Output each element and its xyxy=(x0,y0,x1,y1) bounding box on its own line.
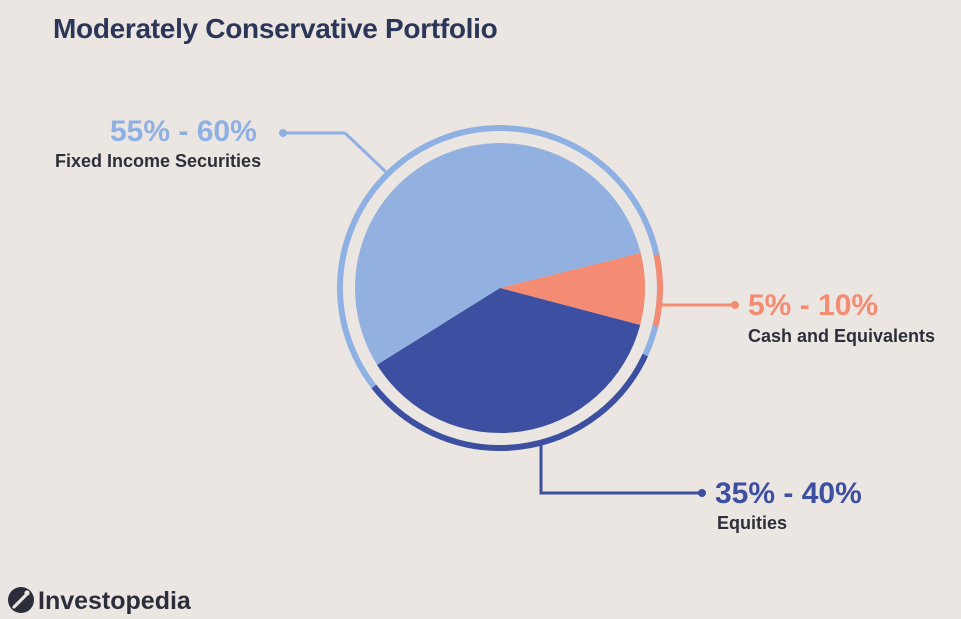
category-label-cash: Cash and Equivalents xyxy=(748,326,935,346)
category-label-equities: Equities xyxy=(717,513,787,533)
category-label-fixed-income: Fixed Income Securities xyxy=(55,151,261,171)
leader-dot-cash xyxy=(731,301,739,309)
investopedia-logo-icon xyxy=(8,587,34,613)
chart-title: Moderately Conservative Portfolio xyxy=(53,13,498,44)
leader-dot-equities xyxy=(698,489,706,497)
leader-dot-fixed-income xyxy=(279,129,287,137)
brand-logo: Investopedia xyxy=(8,587,192,615)
leader-line-equities xyxy=(539,440,702,495)
brand-logo-text: Investopedia xyxy=(38,587,192,615)
percent-label-fixed-income: 55% - 60% xyxy=(110,115,257,148)
outer-ring-equities-arc xyxy=(371,353,648,451)
percent-label-equities: 35% - 40% xyxy=(715,477,862,510)
pie-slice-fixed-income xyxy=(354,143,641,365)
outer-ring-cash-arc xyxy=(652,254,663,327)
leader-line-fixed-income-diagonal xyxy=(343,131,388,174)
pie-slice-equities xyxy=(377,288,641,434)
percent-label-cash: 5% - 10% xyxy=(748,289,878,322)
pie-slice-cash xyxy=(500,252,645,326)
